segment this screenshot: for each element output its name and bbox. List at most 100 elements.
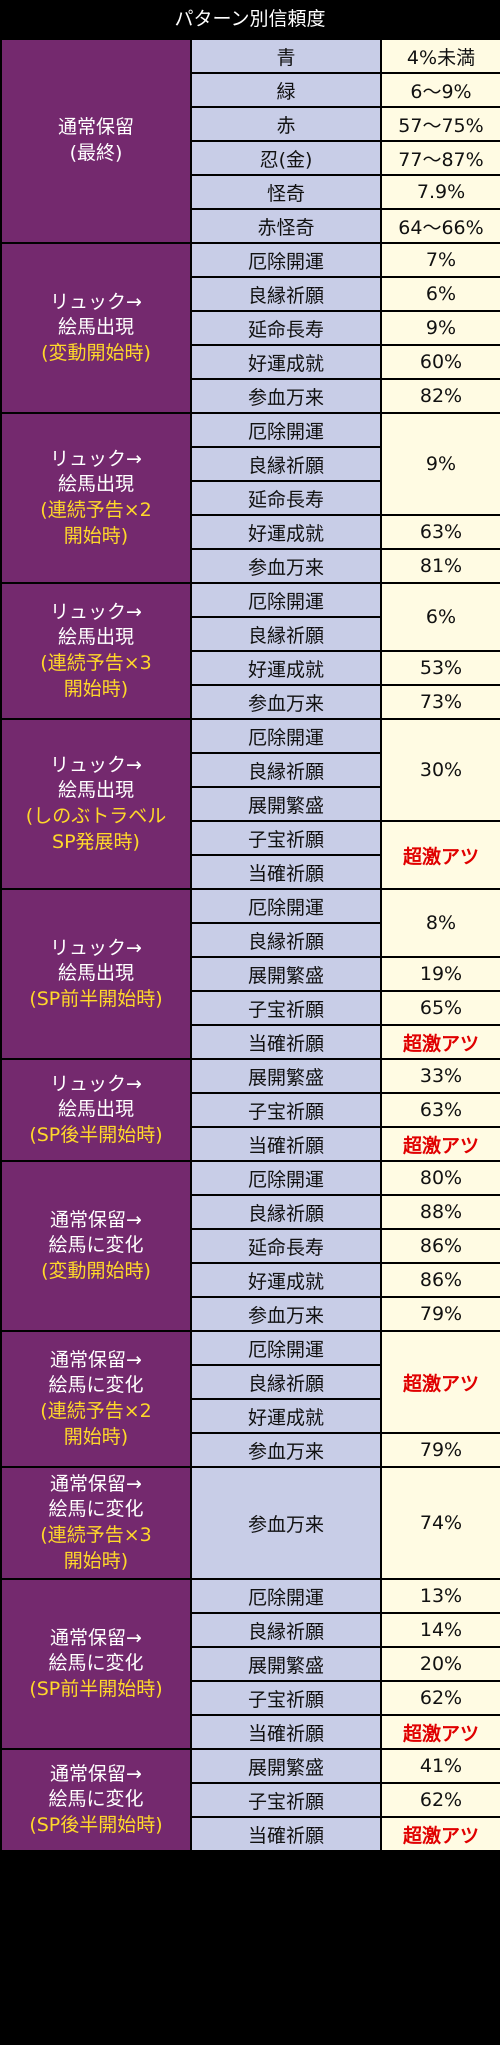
table-row: 赤 57～75% xyxy=(1,106,500,142)
pattern-cell: 好運成就 xyxy=(190,1262,382,1298)
group-sublabel-line: SP発展時) xyxy=(52,830,140,853)
table-row: 通常保留→ 絵馬に変化 (SP前半開始時) 厄除開運 13% xyxy=(0,1578,500,1750)
pattern-cell: 良縁祈願 xyxy=(190,1364,382,1400)
group-sublabel-line: 開始時) xyxy=(63,1425,129,1448)
reliability-value: 57～75% xyxy=(380,106,500,142)
group-label: 通常保留→ 絵馬に変化 (連続予告×3 開始時) xyxy=(0,1466,192,1580)
reliability-value: 63% xyxy=(380,514,500,550)
group-label-line: 通常保留→ xyxy=(50,1348,142,1371)
table-row: 子宝祈願 62% xyxy=(1,1782,500,1818)
reliability-value: 64～66% xyxy=(380,208,500,244)
pattern-cell: 忍(金) xyxy=(190,140,382,176)
group-sublabel-line: (連続予告×2 xyxy=(40,499,152,521)
reliability-value: 62% xyxy=(380,1782,500,1818)
table-row: 通常保留→ 絵馬に変化 (連続予告×3 開始時) 参血万来 74% xyxy=(0,1466,500,1580)
pattern-cell: 参血万来 xyxy=(190,378,382,414)
table-row: 好運成就 53% xyxy=(1,650,500,686)
pattern-cell: 厄除開運 xyxy=(190,1330,382,1366)
reliability-value: 9% xyxy=(380,310,500,346)
group-label-line: 通常保留→ xyxy=(50,1626,142,1649)
pattern-cell: 厄除開運 xyxy=(190,888,382,924)
table-row: 延命長寿 9% xyxy=(1,310,500,346)
table-row: リュック→ 絵馬出現 (連続予告×3 開始時) 厄除開運 6% xyxy=(0,582,500,720)
reliability-value: 79% xyxy=(380,1432,500,1468)
pattern-cell: 好運成就 xyxy=(190,650,382,686)
table-row: 当確祈願 超激アツ xyxy=(1,1024,500,1060)
table-row: 良縁祈願 xyxy=(1,1364,500,1400)
group-label-line: 通常保留 xyxy=(57,116,134,139)
pattern-cell: 厄除開運 xyxy=(190,1160,382,1196)
group-label-line: リュック→ xyxy=(50,753,142,776)
pattern-cell: 参血万来 xyxy=(190,548,382,584)
pattern-cell: 展開繁盛 xyxy=(190,956,382,992)
group-label-line: 絵馬に変化 xyxy=(48,1788,144,1811)
table-row: リュック→ 絵馬出現 (変動開始時) 厄除開運 7% xyxy=(0,242,500,414)
table-row: 参血万来 79% xyxy=(1,1432,500,1468)
group-sublabel-line: (連続予告×3 xyxy=(40,1524,152,1546)
group-sublabel-line: (SP後半開始時) xyxy=(29,1813,163,1836)
pattern-cell: 好運成就 xyxy=(190,344,382,380)
reliability-table-body: 通常保留 (最終) 青 4%未満緑 6～9% 赤 57～75% 忍(金) 77～87% 怪奇 7.9… xyxy=(0,38,500,1852)
table-row: 参血万来 79% xyxy=(1,1296,500,1332)
group-label: 通常保留→ 絵馬に変化 (SP後半開始時) xyxy=(0,1748,192,1852)
group-label: 通常保留 (最終) xyxy=(0,38,192,244)
pattern-cell: 厄除開運 xyxy=(190,718,382,754)
pattern-cell: 厄除開運 xyxy=(190,412,382,448)
table-row: 子宝祈願 63% xyxy=(1,1092,500,1128)
pattern-cell: 当確祈願 xyxy=(190,854,382,890)
pattern-cell: 青 xyxy=(190,38,382,74)
pattern-cell: 子宝祈願 xyxy=(190,1680,382,1716)
table-row: 当確祈願 超激アツ xyxy=(1,1816,500,1852)
table-row: 展開繁盛 19% xyxy=(1,956,500,992)
pattern-cell: 良縁祈願 xyxy=(190,922,382,958)
group-label-line: 絵馬出現 xyxy=(57,316,134,339)
group-sublabel-line: (しのぶトラベル xyxy=(25,805,167,827)
table-row: 好運成就 xyxy=(1,1398,500,1434)
group-sublabel-line: 開始時) xyxy=(63,1549,129,1572)
pattern-cell: 好運成就 xyxy=(190,514,382,550)
pattern-cell: 展開繁盛 xyxy=(190,1058,382,1094)
reliability-value: 超激アツ xyxy=(380,1126,500,1162)
table-row: リュック→ 絵馬出現 (SP後半開始時) 展開繁盛 33% xyxy=(0,1058,500,1162)
pattern-cell: 当確祈願 xyxy=(190,1714,382,1750)
table-row: 当確祈願 超激アツ xyxy=(1,1714,500,1750)
table-title: パターン別信頼度 xyxy=(0,0,500,38)
pattern-cell: 厄除開運 xyxy=(190,1578,382,1614)
pattern-cell: 展開繁盛 xyxy=(190,1748,382,1784)
group-label-line: リュック→ xyxy=(50,447,142,470)
pattern-cell: 良縁祈願 xyxy=(190,276,382,312)
reliability-value: 13% xyxy=(380,1578,500,1614)
reliability-value: 73% xyxy=(380,684,500,720)
pattern-cell: 展開繁盛 xyxy=(190,786,382,822)
pattern-cell: 展開繁盛 xyxy=(190,1646,382,1682)
pattern-cell: 参血万来 xyxy=(190,1296,382,1332)
pattern-cell: 参血万来 xyxy=(190,684,382,720)
pattern-cell: 延命長寿 xyxy=(190,480,382,516)
reliability-value: 超激アツ xyxy=(380,820,500,890)
pattern-cell: 子宝祈願 xyxy=(190,1092,382,1128)
table-row: 良縁祈願 88% xyxy=(1,1194,500,1230)
group-label: 通常保留→ 絵馬に変化 (連続予告×2 開始時) xyxy=(0,1330,192,1468)
reliability-value: 8% xyxy=(380,888,500,958)
reliability-value: 88% xyxy=(380,1194,500,1230)
reliability-value: 82% xyxy=(380,378,500,414)
group-label: 通常保留→ 絵馬に変化 (SP前半開始時) xyxy=(0,1578,192,1750)
table-row: 通常保留 (最終) 青 4%未満 xyxy=(0,38,500,244)
reliability-value: 41% xyxy=(380,1748,500,1784)
reliability-value: 53% xyxy=(380,650,500,686)
group-sublabel-line: (連続予告×3 xyxy=(40,652,152,674)
table-row: 展開繁盛 xyxy=(1,786,500,822)
reliability-value: 77～87% xyxy=(380,140,500,176)
pattern-cell: 子宝祈願 xyxy=(190,1782,382,1818)
group-label-line: (最終) xyxy=(69,142,123,164)
table-row: 展開繁盛 20% xyxy=(1,1646,500,1682)
group-label-line: 通常保留→ xyxy=(50,1208,142,1231)
table-row: 子宝祈願 65% xyxy=(1,990,500,1026)
pattern-cell: 子宝祈願 xyxy=(190,820,382,856)
reliability-value: 6% xyxy=(380,582,500,652)
table-row: 通常保留→ 絵馬に変化 (連続予告×2 開始時) 厄除開運 超激アツ xyxy=(0,1330,500,1468)
reliability-value: 79% xyxy=(380,1296,500,1332)
group-label-line: 絵馬に変化 xyxy=(48,1652,144,1675)
group-sublabel-line: (連続予告×2 xyxy=(40,1400,152,1422)
pattern-cell: 良縁祈願 xyxy=(190,616,382,652)
